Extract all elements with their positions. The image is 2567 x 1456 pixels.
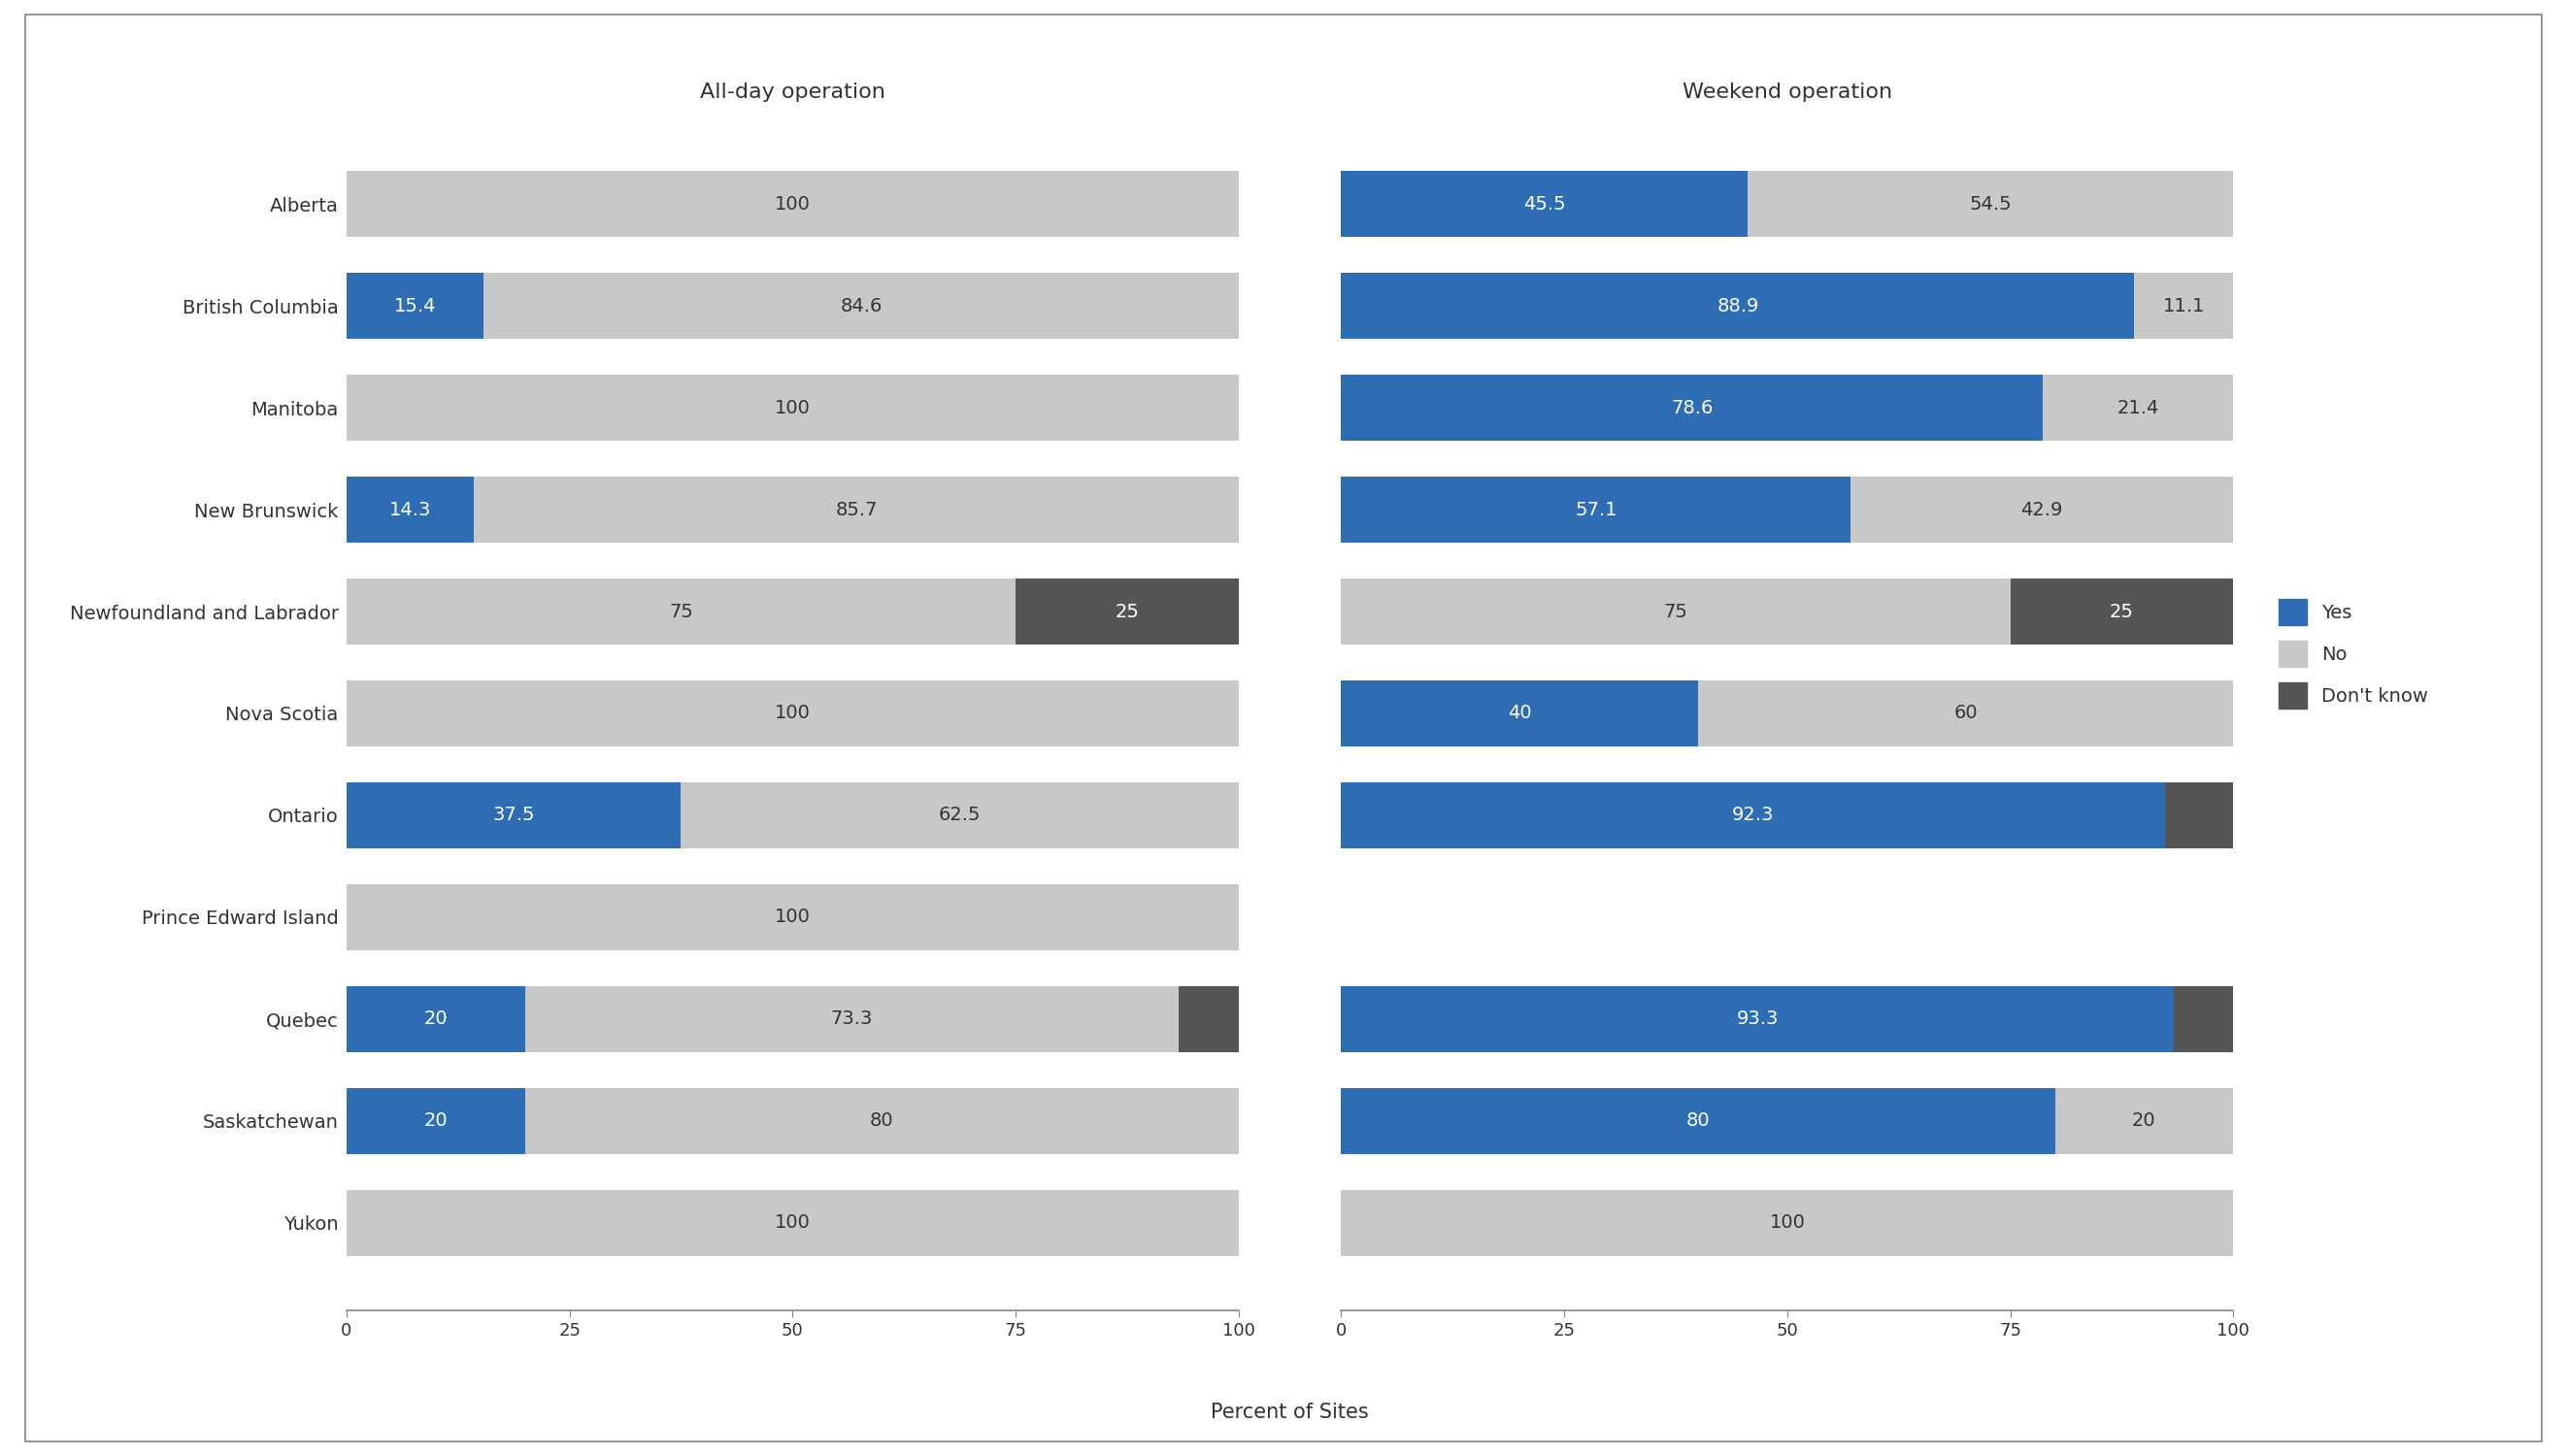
Text: 84.6: 84.6 [839,297,883,314]
Text: 11.1: 11.1 [2164,297,2205,314]
Text: 62.5: 62.5 [940,807,981,824]
Bar [347,1088,524,1155]
Bar [347,782,680,849]
Text: 100: 100 [775,1214,811,1232]
Text: 73.3: 73.3 [832,1010,873,1028]
Text: 20: 20 [424,1010,447,1028]
Text: 42.9: 42.9 [2020,501,2064,518]
Text: 75: 75 [1663,603,1689,620]
Bar [1340,680,1699,747]
Text: 20: 20 [2133,1112,2156,1130]
Text: 85.7: 85.7 [834,501,878,518]
Bar [1699,680,2233,747]
Text: 14.3: 14.3 [390,501,431,518]
Bar [2174,986,2233,1053]
Bar [1340,170,1748,237]
Bar [347,1190,1240,1257]
Bar [347,680,1240,747]
Title: Weekend operation: Weekend operation [1681,82,1892,102]
Bar [485,272,1237,339]
Bar [347,170,1240,237]
Text: Percent of Sites: Percent of Sites [1212,1402,1368,1423]
Bar [524,1088,1240,1155]
Text: 78.6: 78.6 [1671,399,1712,416]
Bar [1017,578,1240,645]
Text: 60: 60 [1953,705,1977,722]
Bar [475,476,1240,543]
Text: 92.3: 92.3 [1733,807,1774,824]
Text: 45.5: 45.5 [1522,195,1566,213]
Bar [2133,272,2233,339]
Bar [347,578,1017,645]
Bar [1340,1088,2054,1155]
Bar [680,782,1240,849]
Text: 80: 80 [870,1112,893,1130]
Text: 100: 100 [775,705,811,722]
Text: 100: 100 [1769,1214,1805,1232]
Bar [1340,272,2133,339]
Bar [1748,170,2233,237]
Text: 75: 75 [670,603,693,620]
Text: 100: 100 [775,399,811,416]
Text: 25: 25 [1114,603,1140,620]
Text: 100: 100 [775,195,811,213]
Title: All-day operation: All-day operation [701,82,886,102]
Bar [1340,374,2043,441]
Bar [1851,476,2233,543]
Text: 20: 20 [424,1112,447,1130]
Bar [1178,986,1237,1053]
Bar [1340,986,2174,1053]
Bar [2043,374,2233,441]
Text: 21.4: 21.4 [2118,399,2159,416]
Text: 100: 100 [775,909,811,926]
Bar [1340,782,2164,849]
Bar [1340,1190,2233,1257]
Bar [347,476,475,543]
Text: 54.5: 54.5 [1969,195,2013,213]
Bar [347,884,1240,951]
Text: 15.4: 15.4 [395,297,436,314]
Bar [347,374,1240,441]
Bar [347,986,524,1053]
Bar [347,272,485,339]
Bar [524,986,1178,1053]
Bar [2054,1088,2233,1155]
Text: 80: 80 [1687,1112,1710,1130]
Text: 40: 40 [1507,705,1532,722]
Text: 88.9: 88.9 [1717,297,1758,314]
Text: 25: 25 [2110,603,2133,620]
Bar [2164,782,2233,849]
Bar [2010,578,2233,645]
Text: 93.3: 93.3 [1735,1010,1779,1028]
Bar [1340,476,1851,543]
Text: 57.1: 57.1 [1574,501,1617,518]
Bar [1340,578,2010,645]
Legend: Yes, No, Don't know: Yes, No, Don't know [2279,598,2428,709]
Text: 37.5: 37.5 [493,807,534,824]
